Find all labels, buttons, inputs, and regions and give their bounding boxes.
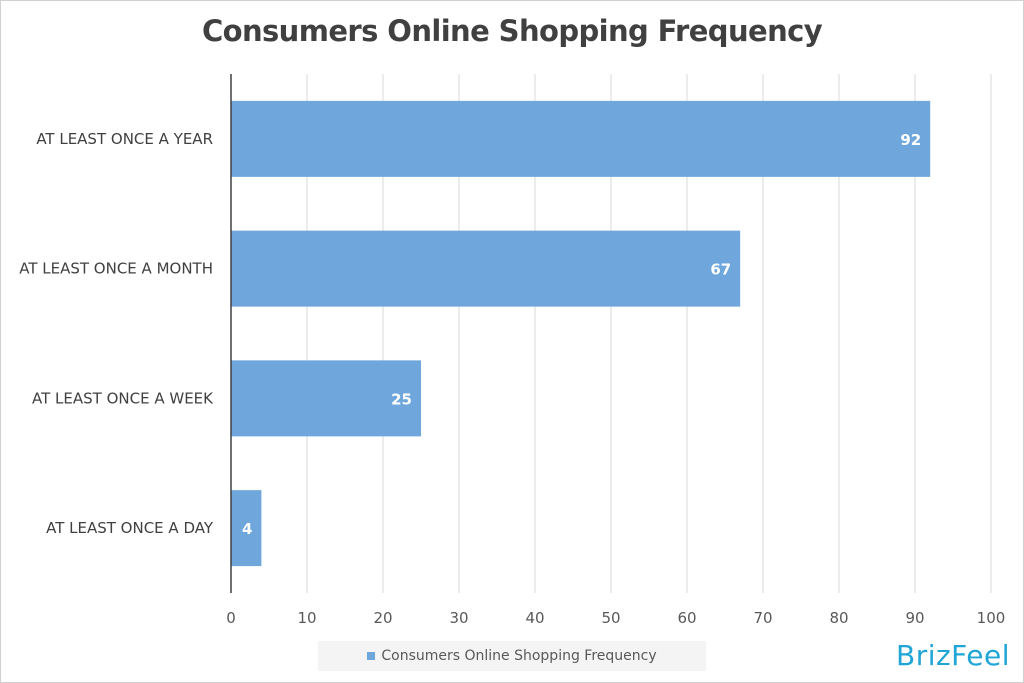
chart-title: Consumers Online Shopping Frequency xyxy=(201,14,823,48)
bar xyxy=(231,100,931,177)
bars: 92 67 25 4 xyxy=(231,100,931,567)
x-tick-label: 10 xyxy=(297,609,316,627)
x-tick-label: 100 xyxy=(977,609,1006,627)
data-label: 67 xyxy=(710,261,731,279)
x-tick-label: 30 xyxy=(449,609,468,627)
x-tick-label: 90 xyxy=(905,609,924,627)
x-tick-label: 80 xyxy=(829,609,848,627)
legend-swatch xyxy=(367,652,376,660)
legend: Consumers Online Shopping Frequency xyxy=(318,641,706,671)
category-labels: AT LEAST ONCE A YEAR AT LEAST ONCE A MONT… xyxy=(19,130,214,537)
category-label: AT LEAST ONCE A MONTH xyxy=(19,260,213,278)
x-tick-label: 20 xyxy=(373,609,392,627)
data-label: 4 xyxy=(242,520,252,538)
x-tick-labels: 0 10 20 30 40 50 60 70 80 90 100 xyxy=(226,609,1005,627)
legend-label: Consumers Online Shopping Frequency xyxy=(381,648,657,664)
x-tick-label: 50 xyxy=(601,609,620,627)
data-label: 25 xyxy=(391,390,412,408)
bar xyxy=(231,490,262,567)
category-label: AT LEAST ONCE A DAY xyxy=(46,519,214,537)
brand-logo: BrizFeel xyxy=(895,639,1010,672)
data-label: 92 xyxy=(900,131,921,149)
bar xyxy=(231,230,741,307)
x-tick-label: 0 xyxy=(226,609,236,627)
category-label: AT LEAST ONCE A YEAR xyxy=(36,130,213,148)
x-tick-label: 70 xyxy=(753,609,772,627)
category-label: AT LEAST ONCE A WEEK xyxy=(32,389,214,407)
bar xyxy=(231,360,421,437)
x-tick-label: 40 xyxy=(525,609,544,627)
x-tick-label: 60 xyxy=(677,609,696,627)
